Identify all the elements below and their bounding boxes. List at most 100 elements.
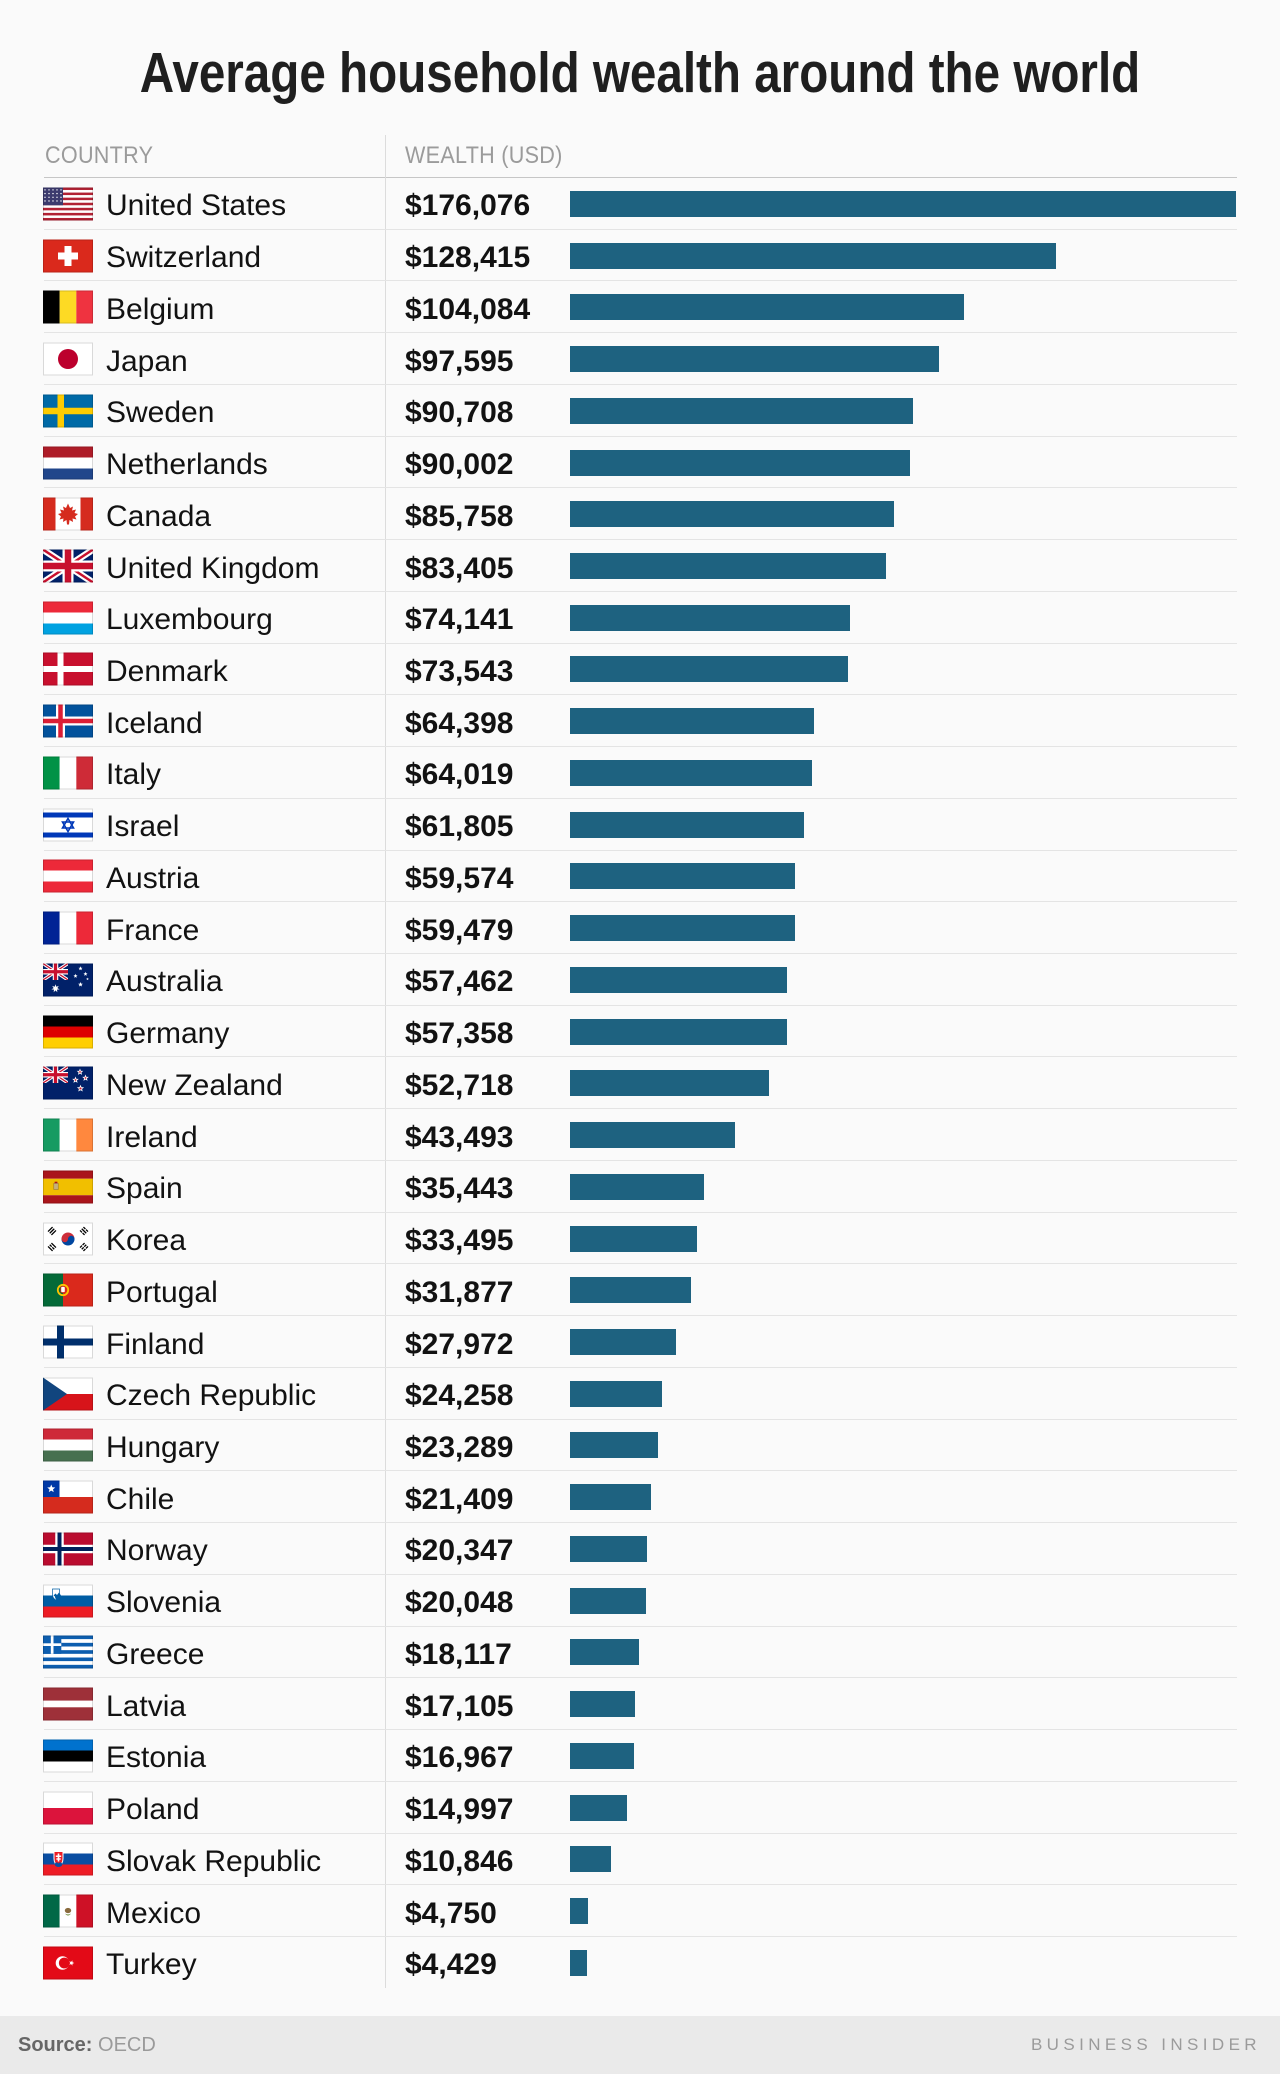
table-row: Canada $85,758 <box>0 488 1280 540</box>
wealth-value: $74,141 <box>405 603 514 637</box>
country-name: Germany <box>106 1017 230 1051</box>
country-name: Denmark <box>106 654 228 688</box>
country-name: United Kingdom <box>106 551 320 585</box>
table-row: Slovak Republic $10,846 <box>0 1834 1280 1886</box>
wealth-value: $35,443 <box>405 1172 514 1206</box>
country-name: Sweden <box>106 396 215 430</box>
table-row: Austria $59,574 <box>0 851 1280 903</box>
wealth-value: $43,493 <box>405 1120 514 1154</box>
table-row: Denmark $73,543 <box>0 644 1280 696</box>
wealth-bar <box>570 966 788 993</box>
flag-it-icon <box>43 756 93 790</box>
wealth-value: $20,347 <box>405 1534 514 1568</box>
flag-nz-icon <box>43 1066 93 1100</box>
table-row: Switzerland $128,415 <box>0 230 1280 282</box>
country-name: Greece <box>106 1637 205 1671</box>
column-header-wealth: WEALTH (USD) <box>405 142 563 169</box>
wealth-value: $104,084 <box>405 292 531 326</box>
source-credit: Source: OECD <box>18 2016 156 2074</box>
country-name: Hungary <box>106 1430 220 1464</box>
flag-de-icon <box>43 1015 93 1049</box>
flag-lu-icon <box>43 601 93 635</box>
wealth-value: $59,479 <box>405 913 514 947</box>
country-name: Turkey <box>106 1948 197 1982</box>
table-row: Czech Republic $24,258 <box>0 1368 1280 1420</box>
wealth-bar <box>570 190 1236 217</box>
country-name: Chile <box>106 1482 175 1516</box>
table-row: France $59,479 <box>0 902 1280 954</box>
wealth-value: $24,258 <box>405 1379 514 1413</box>
table-row: Iceland $64,398 <box>0 695 1280 747</box>
wealth-bar <box>570 915 795 942</box>
table-row: Netherlands $90,002 <box>0 437 1280 489</box>
source-label: Source: <box>18 2034 93 2056</box>
country-name: Mexico <box>106 1896 202 1930</box>
flag-nl-icon <box>43 446 93 480</box>
country-name: Spain <box>106 1172 183 1206</box>
wealth-bar <box>570 1794 627 1821</box>
table-row: Slovenia $20,048 <box>0 1575 1280 1627</box>
wealth-bar <box>570 501 895 528</box>
table-row: Italy $64,019 <box>0 747 1280 799</box>
table-row: Luxembourg $74,141 <box>0 592 1280 644</box>
table-row: Greece $18,117 <box>0 1627 1280 1679</box>
wealth-value: $176,076 <box>405 189 531 223</box>
wealth-bar <box>570 1432 659 1459</box>
header-separator <box>44 177 1237 178</box>
wealth-bar <box>570 553 886 579</box>
table-row: Norway $20,347 <box>0 1523 1280 1575</box>
wealth-bar <box>570 1122 735 1149</box>
wealth-bar <box>570 1329 676 1356</box>
wealth-value: $90,002 <box>405 448 514 482</box>
wealth-bar <box>570 1225 697 1252</box>
wealth-value: $59,574 <box>405 861 514 895</box>
country-name: Japan <box>106 344 188 378</box>
wealth-value: $128,415 <box>405 241 531 275</box>
wealth-value: $64,019 <box>405 758 514 792</box>
wealth-bar <box>570 1691 635 1718</box>
wealth-value: $73,543 <box>405 654 514 688</box>
wealth-value: $17,105 <box>405 1689 514 1723</box>
country-name: Latvia <box>106 1689 187 1723</box>
wealth-value: $57,462 <box>405 965 514 999</box>
country-name: Netherlands <box>106 448 268 482</box>
wealth-bar <box>570 1380 662 1407</box>
country-name: Norway <box>106 1534 208 1568</box>
table-row: Belgium $104,084 <box>0 281 1280 333</box>
source-value: OECD <box>98 2034 156 2056</box>
wealth-bar <box>570 1742 635 1769</box>
country-name: France <box>106 913 200 947</box>
country-name: Finland <box>106 1327 205 1361</box>
country-name: Korea <box>106 1224 187 1258</box>
flag-sk-icon <box>43 1842 93 1876</box>
wealth-bar <box>570 1535 647 1562</box>
wealth-value: $90,708 <box>405 396 514 430</box>
wealth-value: $20,048 <box>405 1586 514 1620</box>
table-row: Mexico $4,750 <box>0 1885 1280 1937</box>
flag-jp-icon <box>43 342 93 376</box>
country-name: Estonia <box>106 1741 207 1775</box>
wealth-bar <box>570 1018 787 1045</box>
table-row: New Zealand $52,718 <box>0 1057 1280 1109</box>
flag-mx-icon <box>43 1894 93 1928</box>
wealth-bar <box>570 1898 588 1925</box>
wealth-bar <box>570 1070 770 1097</box>
table-row: United States $176,076 <box>0 178 1280 230</box>
flag-ee-icon <box>43 1739 93 1773</box>
column-header-country: COUNTRY <box>45 142 154 169</box>
table-row: Turkey $4,429 <box>0 1937 1280 1989</box>
flag-pl-icon <box>43 1791 93 1825</box>
flag-gr-icon <box>43 1635 93 1669</box>
flag-at-icon <box>43 859 93 893</box>
flag-gb-icon <box>43 549 93 583</box>
wealth-value: $23,289 <box>405 1430 514 1464</box>
flag-es-icon <box>43 1170 93 1204</box>
flag-fr-icon <box>43 911 93 945</box>
wealth-bar <box>570 1949 587 1976</box>
flag-lv-icon <box>43 1687 93 1721</box>
table-row: Israel $61,805 <box>0 799 1280 851</box>
wealth-bar <box>570 1484 651 1511</box>
country-name: Belgium <box>106 292 215 326</box>
wealth-bar <box>570 708 814 735</box>
country-name: Iceland <box>106 706 203 740</box>
